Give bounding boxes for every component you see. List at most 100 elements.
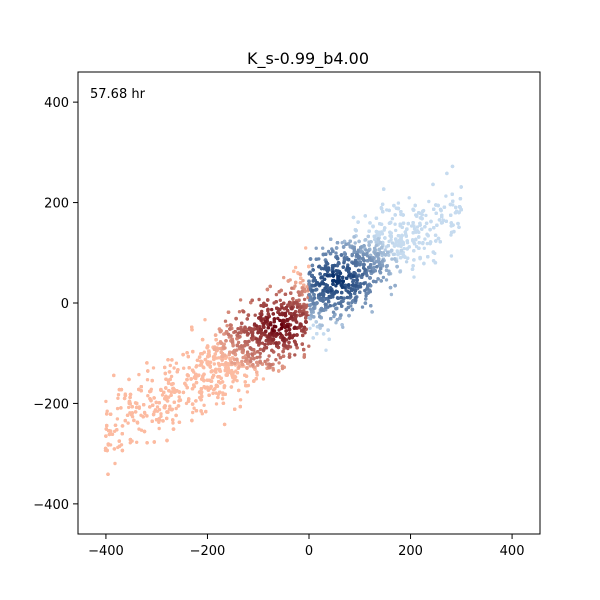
red-scatter-point — [145, 441, 149, 445]
blue-scatter-point — [417, 211, 421, 215]
red-scatter-point — [292, 301, 296, 305]
red-scatter-point — [105, 412, 109, 416]
blue-scatter-point — [378, 222, 382, 226]
red-scatter-point — [212, 362, 216, 366]
red-scatter-point — [212, 388, 216, 392]
red-scatter-point — [225, 370, 230, 375]
blue-scatter-point — [353, 291, 357, 296]
red-scatter-point — [115, 406, 120, 411]
blue-scatter-point — [308, 307, 312, 311]
blue-scatter-point — [334, 251, 338, 255]
red-scatter-point — [250, 334, 255, 338]
blue-scatter-point — [371, 224, 375, 228]
blue-scatter-point — [375, 265, 379, 269]
red-scatter-point — [225, 324, 229, 328]
blue-scatter-point — [394, 228, 398, 233]
red-scatter-point — [231, 370, 235, 375]
red-scatter-point — [206, 362, 210, 366]
blue-scatter-point — [377, 257, 381, 261]
blue-scatter-point — [378, 240, 382, 245]
red-scatter-point — [277, 290, 281, 294]
red-scatter-point — [294, 280, 298, 285]
blue-scatter-point — [372, 234, 376, 239]
blue-scatter-point — [332, 314, 336, 319]
red-scatter-point — [211, 391, 215, 396]
red-scatter-point — [299, 322, 303, 327]
red-scatter-point — [264, 319, 268, 323]
blue-scatter-point — [326, 266, 331, 270]
red-scatter-point — [214, 356, 219, 360]
red-scatter-point — [255, 360, 259, 365]
red-scatter-point — [250, 352, 254, 356]
red-scatter-point — [127, 405, 131, 410]
red-scatter-point — [249, 336, 254, 340]
red-scatter-point — [217, 368, 222, 372]
blue-scatter-point — [393, 257, 397, 261]
red-scatter-point — [281, 318, 285, 323]
red-scatter-point — [307, 344, 311, 348]
red-scatter-point — [161, 419, 165, 423]
blue-scatter-point — [364, 294, 368, 298]
red-scatter-point — [245, 350, 250, 354]
blue-scatter-point — [410, 267, 415, 271]
red-scatter-point — [224, 339, 228, 343]
blue-scatter-point — [310, 288, 315, 292]
red-scatter-point — [286, 303, 290, 307]
red-scatter-point — [224, 330, 229, 334]
blue-scatter-point — [312, 293, 316, 297]
red-scatter-point — [212, 357, 216, 362]
red-scatter-point — [166, 381, 171, 385]
red-scatter-point — [104, 434, 108, 438]
blue-scatter-point — [404, 260, 409, 264]
blue-scatter-point — [405, 256, 410, 260]
red-scatter-point — [185, 351, 189, 355]
red-scatter-point — [213, 333, 218, 337]
blue-scatter-point — [379, 266, 383, 271]
blue-scatter-point — [454, 205, 458, 210]
blue-scatter-point — [418, 216, 423, 220]
red-scatter-point — [256, 340, 260, 344]
red-scatter-point — [210, 369, 214, 373]
red-scatter-point — [221, 401, 226, 405]
red-scatter-point — [279, 303, 284, 307]
red-scatter-point — [205, 345, 209, 350]
red-scatter-point — [280, 306, 284, 310]
red-scatter-point — [296, 290, 301, 294]
red-scatter-point — [171, 421, 175, 425]
blue-scatter-point — [346, 305, 351, 310]
red-scatter-point — [238, 298, 243, 302]
blue-scatter-point — [369, 269, 373, 273]
red-scatter-point — [145, 414, 149, 418]
blue-scatter-point — [449, 213, 453, 217]
red-scatter-point — [261, 377, 266, 381]
red-scatter-point — [300, 290, 304, 294]
red-scatter-point — [145, 378, 150, 382]
red-scatter-point — [295, 333, 299, 337]
blue-scatter-point — [456, 221, 460, 226]
red-scatter-point — [286, 279, 290, 283]
red-scatter-point — [237, 365, 241, 369]
red-scatter-point — [260, 309, 264, 314]
blue-scatter-point — [399, 248, 404, 253]
red-scatter-point — [112, 447, 117, 451]
red-scatter-point — [242, 330, 247, 334]
blue-scatter-point — [350, 300, 354, 305]
blue-scatter-point — [387, 239, 391, 244]
blue-scatter-point — [325, 262, 330, 266]
red-scatter-point — [297, 298, 301, 302]
red-scatter-point — [281, 336, 286, 340]
red-scatter-point — [192, 375, 197, 380]
blue-scatter-point — [381, 210, 385, 214]
blue-scatter-point — [314, 246, 318, 250]
blue-scatter-point — [331, 249, 335, 253]
blue-scatter-point — [314, 301, 318, 306]
red-scatter-point — [252, 379, 256, 383]
red-scatter-point — [266, 326, 270, 330]
red-scatter-point — [135, 401, 139, 406]
red-scatter-point — [167, 395, 171, 399]
blue-scatter-point — [379, 279, 383, 283]
red-scatter-point — [145, 361, 149, 365]
red-scatter-point — [216, 342, 220, 346]
red-scatter-point — [165, 416, 169, 421]
blue-scatter-point — [350, 307, 355, 312]
